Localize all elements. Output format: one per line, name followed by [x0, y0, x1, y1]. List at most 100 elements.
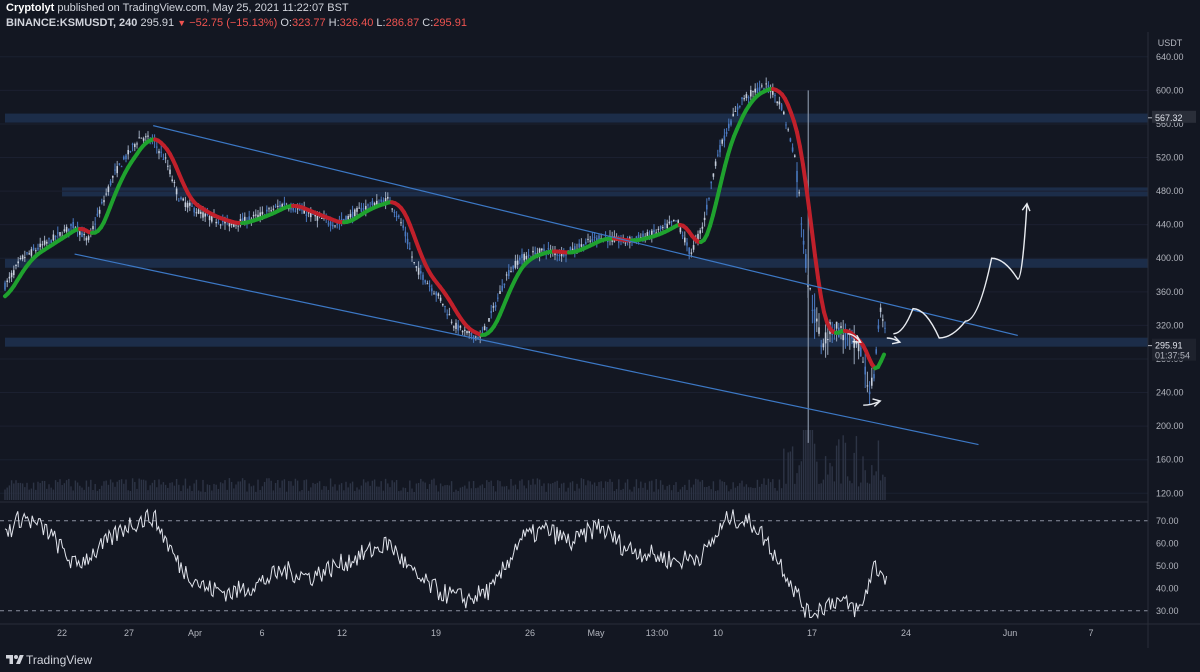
candle-body — [50, 240, 52, 243]
volume-bar — [721, 481, 723, 500]
volume-bar — [688, 479, 690, 500]
volume-bar — [426, 488, 429, 500]
volume-bar — [565, 491, 567, 500]
volume-bar — [822, 479, 825, 500]
price-tick-label: 400.00 — [1156, 253, 1184, 263]
volume-bar — [420, 478, 422, 500]
volume-bar — [52, 489, 55, 500]
candle-body — [175, 188, 178, 195]
candle-body — [261, 211, 264, 215]
volume-bar — [109, 479, 112, 500]
candle-body — [820, 345, 822, 347]
volume-bar — [252, 485, 255, 500]
tradingview-brand[interactable]: TradingView — [26, 653, 93, 667]
volume-bar — [43, 480, 46, 500]
candle-body — [457, 324, 459, 331]
volume-bar — [184, 478, 187, 500]
symbol-label[interactable]: BINANCE:KSMUSDT, 240 — [6, 17, 138, 29]
candle-body — [745, 94, 748, 99]
volume-bar — [699, 481, 701, 500]
volume-bar — [800, 461, 803, 500]
candle-body — [741, 97, 743, 100]
candle-body — [747, 97, 750, 99]
volume-bar — [314, 483, 316, 500]
volume-bar — [255, 491, 257, 500]
volume-bar — [877, 440, 880, 500]
volume-bar — [15, 480, 17, 500]
volume-bar — [382, 490, 385, 500]
candle-body — [754, 88, 756, 93]
ma-segment — [879, 352, 886, 364]
candle-body — [277, 205, 279, 207]
volume-bar — [873, 475, 875, 500]
volume-bar — [525, 488, 528, 500]
volume-bar — [547, 483, 550, 500]
volume-bar — [864, 470, 866, 500]
candle-body — [215, 221, 217, 224]
volume-bar — [74, 480, 77, 500]
volume-bar — [824, 456, 827, 500]
volume-bar — [692, 484, 695, 500]
candle-body — [237, 225, 239, 227]
tradingview-logo-icon[interactable] — [6, 653, 24, 667]
volume-bar — [871, 465, 873, 500]
volume-bar — [336, 490, 338, 500]
volume-bar — [325, 486, 327, 500]
candle-body — [840, 326, 842, 328]
price-tick-label: 240.00 — [1156, 388, 1184, 398]
volume-bar — [884, 476, 886, 500]
volume-bars — [4, 430, 886, 500]
volume-bar — [657, 489, 660, 500]
volume-bar — [488, 482, 490, 500]
candle-body — [307, 212, 310, 214]
candle-body — [4, 282, 6, 290]
volume-bar — [620, 489, 622, 500]
candle-body — [875, 349, 877, 354]
rsi-tick-label: 30.00 — [1156, 606, 1179, 616]
volume-bar — [618, 479, 620, 500]
candle-body — [578, 243, 580, 248]
candle-body — [400, 222, 402, 224]
volume-bar — [57, 482, 59, 500]
candle-body — [468, 330, 470, 334]
volume-bar — [642, 487, 644, 500]
volume-bar — [68, 478, 70, 500]
candle-body — [211, 214, 213, 222]
channel-lines — [74, 125, 1018, 446]
candle-body — [450, 321, 453, 323]
candle-body — [217, 221, 220, 224]
volume-bar — [321, 489, 323, 500]
candle-body — [270, 210, 272, 212]
volume-bar — [204, 491, 206, 500]
volume-bar — [717, 490, 719, 500]
candle-body — [712, 173, 715, 177]
candle-body — [547, 248, 550, 250]
volume-bar — [285, 491, 288, 500]
candle-body — [538, 248, 541, 256]
volume-bar — [373, 479, 376, 500]
candle-body — [776, 101, 778, 104]
volume-bar — [103, 481, 105, 500]
volume-bar — [94, 483, 96, 500]
candle-body — [136, 143, 138, 145]
price-chart[interactable]: USDT120.00160.00200.00240.00280.00320.00… — [0, 0, 1200, 648]
candle-body — [477, 336, 479, 340]
volume-bar — [83, 489, 85, 500]
price-tick-label: 440.00 — [1156, 220, 1184, 230]
volume-bar — [116, 481, 118, 500]
candle-body — [481, 332, 484, 334]
candle-body — [558, 255, 561, 257]
candle-body — [651, 230, 653, 237]
volume-bar — [483, 488, 486, 500]
volume-bar — [340, 483, 343, 500]
candle-body — [483, 326, 486, 331]
volume-bar — [13, 483, 15, 500]
volume-bar — [752, 487, 754, 500]
volume-bar — [545, 491, 547, 500]
volume-bar — [98, 489, 101, 500]
volume-bar — [30, 488, 33, 500]
author-name[interactable]: Cryptolyt — [6, 2, 55, 14]
candle-body — [8, 276, 11, 279]
volume-bar — [780, 488, 783, 500]
volume-bar — [679, 489, 682, 500]
